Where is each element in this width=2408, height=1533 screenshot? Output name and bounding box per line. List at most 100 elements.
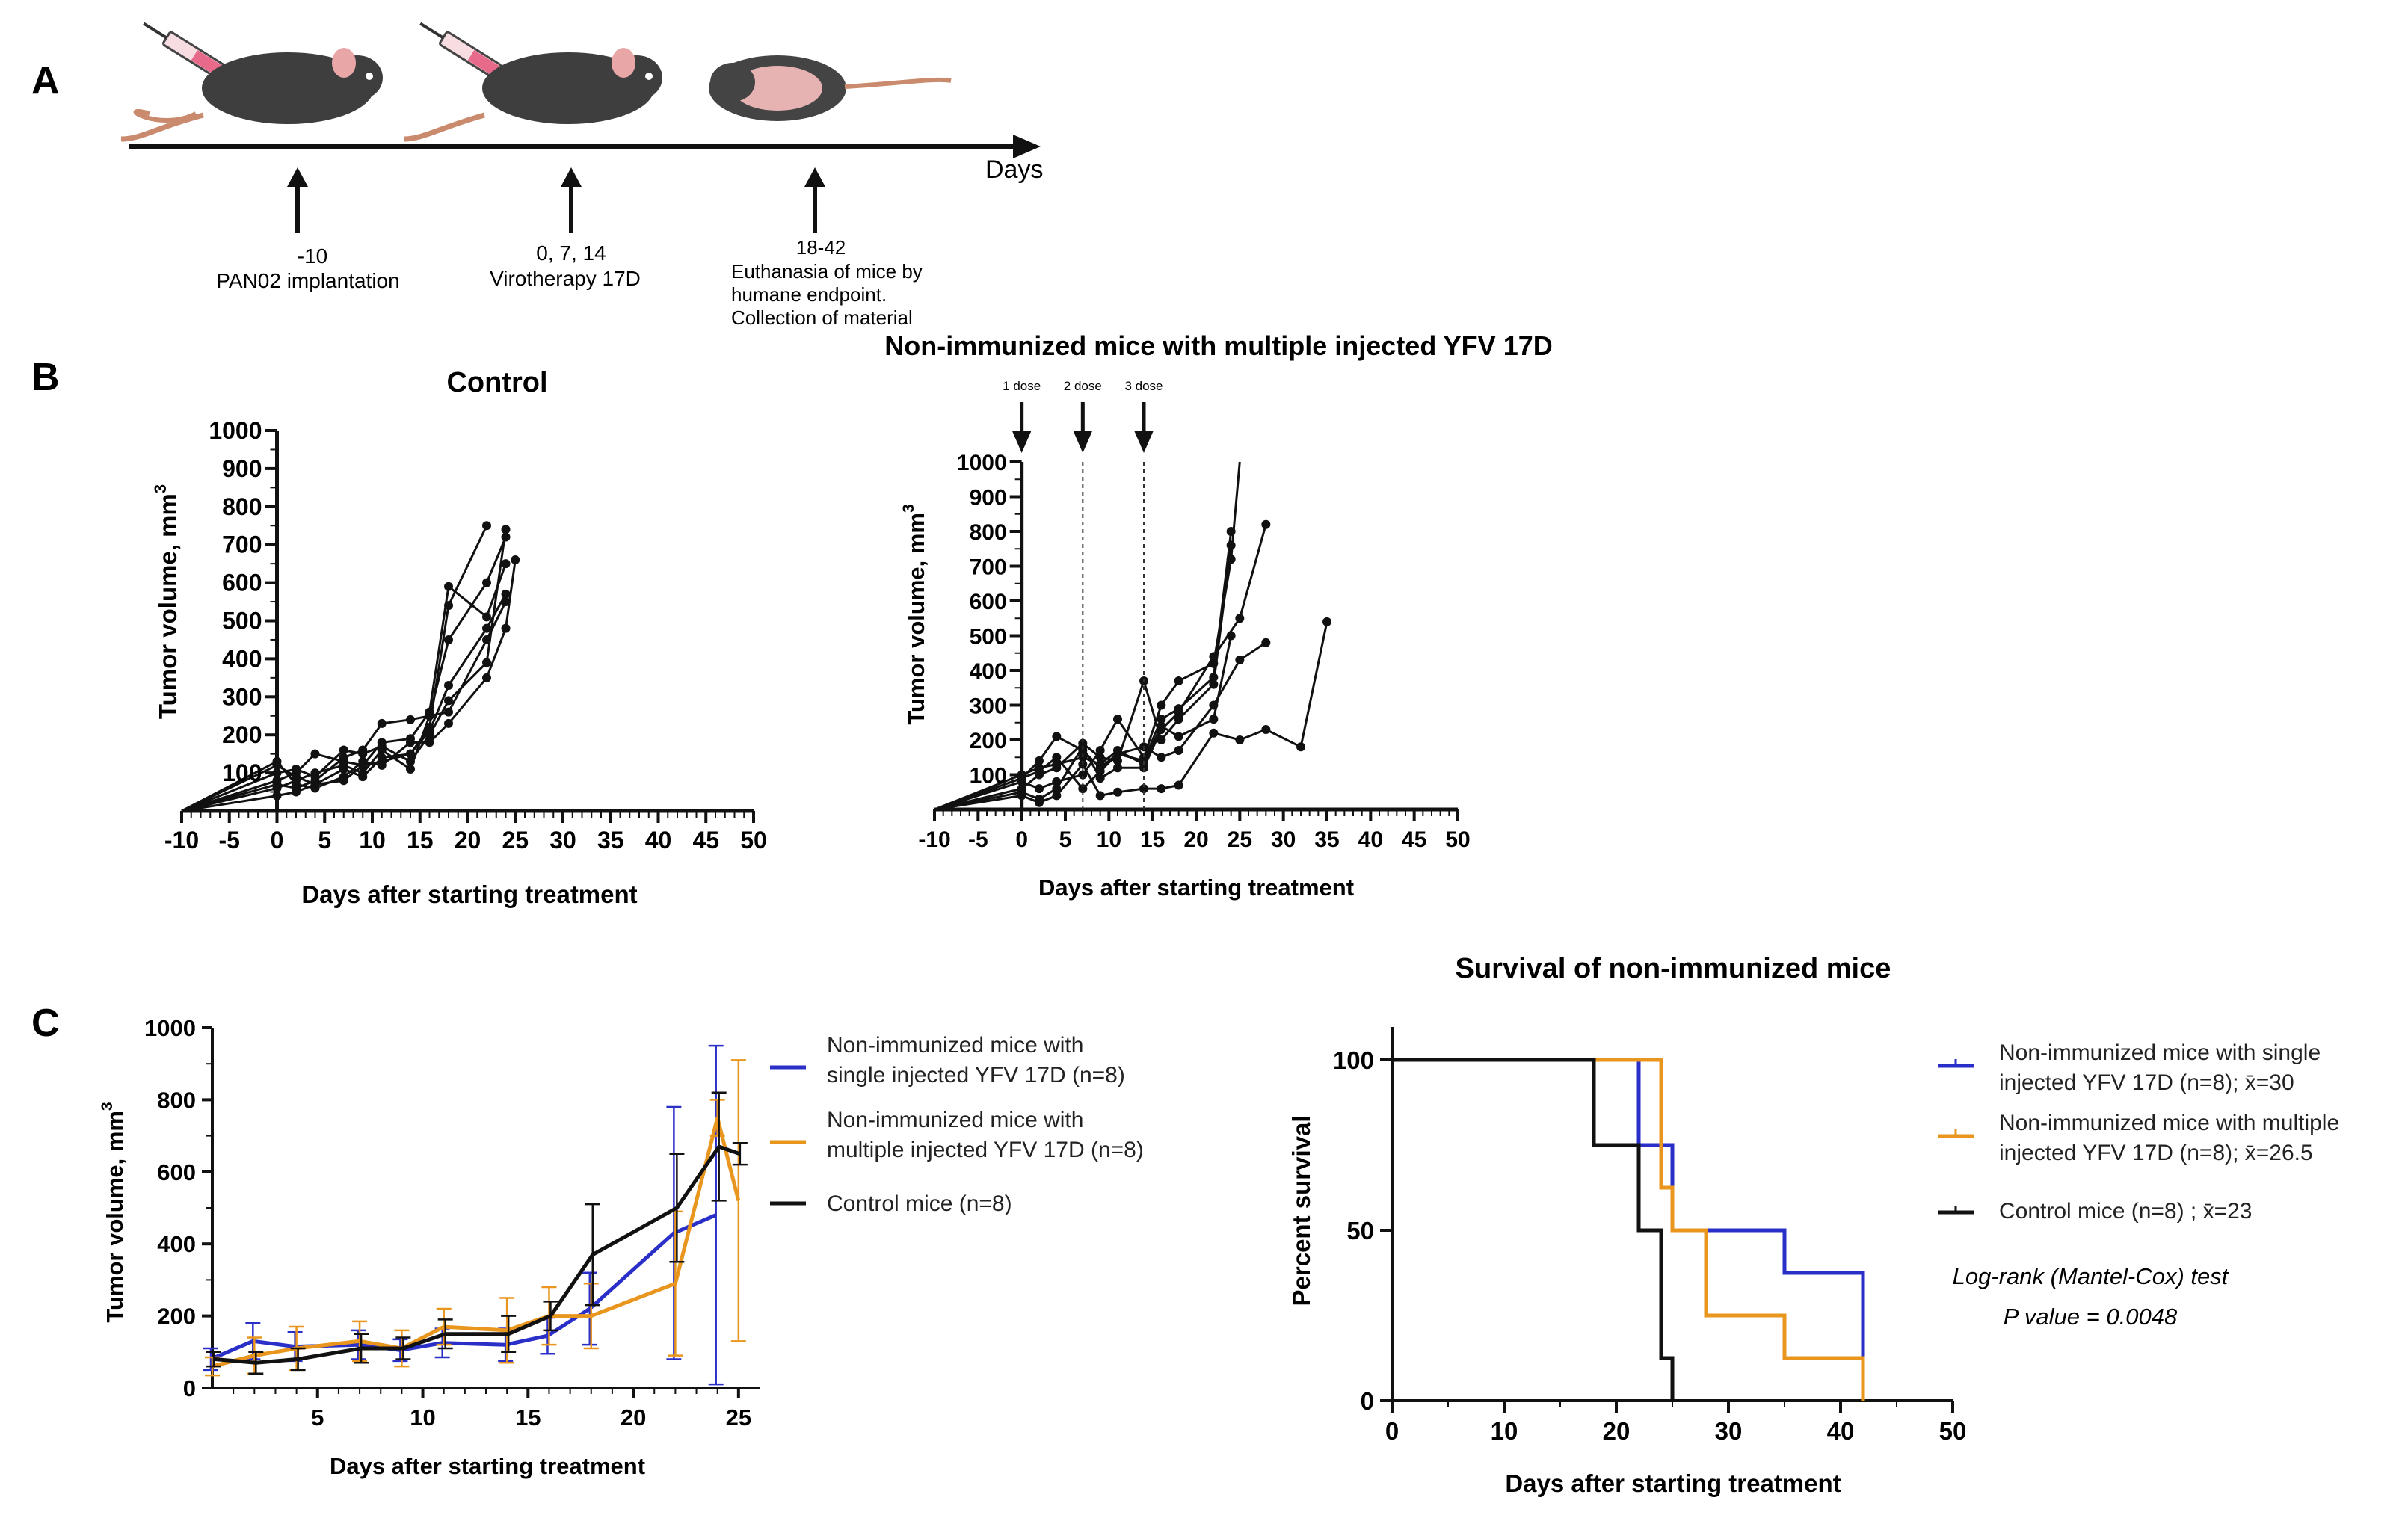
data-point: [1235, 656, 1245, 665]
dose-arrowhead: [1073, 431, 1093, 453]
data-point: [1157, 735, 1166, 744]
y-tick-label: 800: [157, 1087, 196, 1113]
p-value: P value = 0.0048: [2004, 1304, 2178, 1330]
data-point: [377, 745, 387, 755]
x-tick-label: 15: [407, 827, 434, 854]
x-axis-label: Days after starting treatment: [301, 880, 637, 908]
x-tick-label: 50: [740, 827, 767, 854]
data-point: [501, 623, 511, 633]
data-point: [1209, 652, 1219, 661]
survival-curve-series-1: [1392, 1058, 1865, 1401]
chart-multiple-spaghetti: Non-immunized mice with multiple injecte…: [884, 330, 1552, 901]
y-tick-label: 600: [222, 570, 262, 596]
x-tick-label: -10: [164, 827, 199, 854]
data-point: [339, 760, 348, 770]
x-tick-label: 50: [1445, 827, 1470, 852]
data-point: [1174, 676, 1183, 685]
survival-curve-series-0: [1392, 1058, 1865, 1401]
data-point: [406, 715, 415, 724]
data-point: [1139, 784, 1148, 794]
data-point: [425, 738, 434, 747]
x-axis-label: Days after starting treatment: [330, 1453, 645, 1479]
event-desc: Virotherapy 17D: [490, 267, 641, 290]
y-tick-label: 1000: [209, 417, 262, 444]
event-arrowhead: [804, 167, 825, 187]
x-tick-label: 10: [1097, 827, 1121, 852]
y-tick-label: 100: [1333, 1046, 1374, 1074]
x-tick-label: 35: [1314, 827, 1339, 852]
y-tick-label: 200: [157, 1304, 196, 1330]
timeline-axis-label: Days: [985, 155, 1043, 184]
data-point: [1261, 725, 1271, 735]
mean-line-series-0: [210, 1213, 717, 1361]
x-axis-label: Days after starting treatment: [1038, 875, 1354, 901]
data-point: [1157, 715, 1166, 724]
dissected-mouse-icon: [709, 55, 952, 121]
data-point: [1052, 791, 1062, 801]
y-tick-label: 400: [222, 645, 262, 672]
data-point: [482, 623, 491, 633]
x-tick-label: 10: [1491, 1417, 1518, 1445]
data-point: [511, 555, 520, 565]
y-tick-label: 800: [222, 493, 262, 520]
data-point: [444, 696, 453, 706]
y-axis-label-text: Tumor volume, mm: [903, 513, 929, 725]
data-point: [292, 765, 301, 774]
data-point: [1113, 763, 1122, 773]
y-tick-label: 400: [970, 659, 1007, 684]
chart-title: Survival of non-immunized mice: [1456, 953, 1891, 984]
data-point: [1052, 732, 1062, 741]
data-point: [1157, 784, 1166, 794]
event-arrowhead: [287, 167, 308, 187]
y-tick-label: 600: [970, 590, 1007, 614]
data-point: [444, 635, 453, 644]
x-axis-label: Days after starting treatment: [1505, 1469, 1841, 1497]
data-point: [1174, 745, 1183, 755]
y-tick-label: 300: [222, 683, 262, 710]
legend-label: Non-immunized mice with: [827, 1033, 1083, 1058]
data-point: [1157, 753, 1166, 762]
data-point: [482, 578, 491, 587]
data-point: [1078, 753, 1088, 762]
data-point: [292, 780, 301, 789]
test-name: Log-rank (Mantel-Cox) test: [1953, 1263, 2229, 1289]
event-desc: humane endpoint.: [731, 283, 887, 306]
x-tick-label: 30: [549, 827, 576, 854]
y-tick-label: 800: [970, 520, 1007, 545]
event-desc: PAN02 implantation: [216, 269, 399, 292]
data-point: [1209, 728, 1219, 738]
y-axis-label-sup: 3: [151, 484, 170, 493]
chart-survival: Survival of non-immunized mice 0 10 20 30 40…: [1287, 953, 2339, 1497]
x-tick-label: 20: [1603, 1417, 1631, 1445]
chart-control-spaghetti: Control -10 -5 0 5 10 15 20 25 30 35 40 45 50 100 200 3…: [151, 367, 767, 908]
legend-label: single injected YFV 17D (n=8): [827, 1063, 1125, 1088]
data-point: [444, 718, 453, 728]
data-point: [339, 745, 348, 755]
mouse-icon: [120, 48, 383, 142]
data-point: [310, 749, 320, 759]
data-point: [358, 768, 368, 778]
data-point: [1157, 700, 1166, 710]
legend-label: multiple injected YFV 17D (n=8): [827, 1138, 1144, 1162]
data-point: [444, 582, 453, 591]
data-point: [1095, 759, 1105, 769]
panel-label-b: B: [31, 356, 60, 399]
x-tick-label: 10: [359, 827, 386, 854]
data-point: [358, 760, 368, 770]
y-axis-label-sup: 3: [900, 504, 917, 513]
data-point: [1113, 715, 1122, 724]
legend-label: injected YFV 17D (n=8); x̄=26.5: [1999, 1141, 2313, 1165]
y-axis-label-sup: 3: [99, 1102, 116, 1111]
event-day: 18-42: [796, 236, 846, 259]
legend-label: injected YFV 17D (n=8); x̄=30: [1999, 1070, 2294, 1095]
x-tick-label: 0: [1015, 827, 1028, 852]
event-day: 0, 7, 14: [536, 241, 606, 265]
data-point: [1095, 766, 1105, 776]
event-arrowhead: [561, 167, 582, 187]
y-tick-label: 700: [970, 555, 1007, 580]
data-point: [1113, 787, 1122, 797]
data-point: [501, 589, 511, 599]
y-axis-label: Tumor volume, mm3: [99, 1102, 128, 1322]
data-point: [482, 658, 491, 667]
data-point: [482, 635, 491, 644]
